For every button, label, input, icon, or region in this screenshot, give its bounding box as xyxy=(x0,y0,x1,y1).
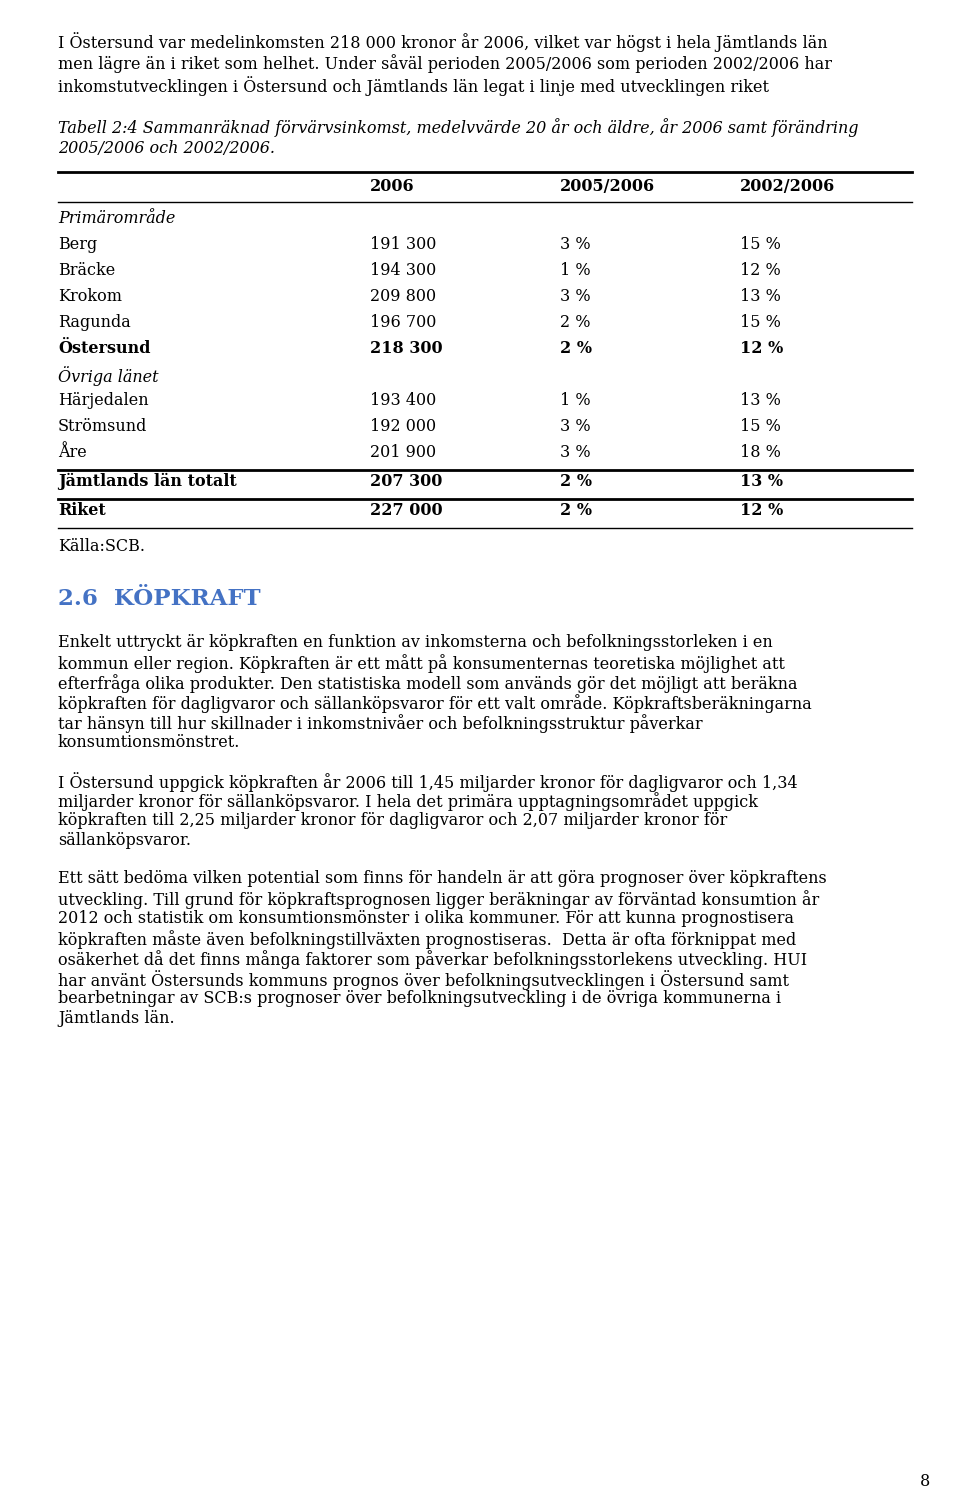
Text: I Östersund var medelinkomsten 218 000 kronor år 2006, vilket var högst i hela J: I Östersund var medelinkomsten 218 000 k… xyxy=(58,32,828,51)
Text: Tabell 2:4 Sammanräknad förvärvsinkomst, medelvvärde 20 år och äldre, år 2006 sa: Tabell 2:4 Sammanräknad förvärvsinkomst,… xyxy=(58,117,858,137)
Text: köpkraften för dagligvaror och sällanköpsvaror för ett valt område. Köpkraftsber: köpkraften för dagligvaror och sällanköp… xyxy=(58,694,812,713)
Text: kommun eller region. Köpkraften är ett mått på konsumenternas teoretiska möjligh: kommun eller region. Köpkraften är ett m… xyxy=(58,655,785,673)
Text: Åre: Åre xyxy=(58,444,86,461)
Text: 2 %: 2 % xyxy=(560,315,590,331)
Text: Källa:SCB.: Källa:SCB. xyxy=(58,537,145,555)
Text: 13 %: 13 % xyxy=(740,287,780,306)
Text: Jämtlands län.: Jämtlands län. xyxy=(58,1010,175,1026)
Text: efterfråga olika produkter. Den statistiska modell som används gör det möjligt a: efterfråga olika produkter. Den statisti… xyxy=(58,674,798,692)
Text: 13 %: 13 % xyxy=(740,391,780,409)
Text: Jämtlands län totalt: Jämtlands län totalt xyxy=(58,473,237,491)
Text: 15 %: 15 % xyxy=(740,315,780,331)
Text: 2005/2006: 2005/2006 xyxy=(560,178,655,196)
Text: 192 000: 192 000 xyxy=(370,418,436,435)
Text: 209 800: 209 800 xyxy=(370,287,436,306)
Text: inkomstutvecklingen i Östersund och Jämtlands län legat i linje med utvecklingen: inkomstutvecklingen i Östersund och Jämt… xyxy=(58,75,769,96)
Text: 1 %: 1 % xyxy=(560,262,590,278)
Text: 191 300: 191 300 xyxy=(370,236,437,253)
Text: 2012 och statistik om konsumtionsmönster i olika kommuner. För att kunna prognos: 2012 och statistik om konsumtionsmönster… xyxy=(58,911,794,927)
Text: 15 %: 15 % xyxy=(740,418,780,435)
Text: 2 %: 2 % xyxy=(560,340,592,357)
Text: 2 %: 2 % xyxy=(560,503,592,519)
Text: Krokom: Krokom xyxy=(58,287,122,306)
Text: 2002/2006: 2002/2006 xyxy=(740,178,835,196)
Text: 2.6  KÖPKRAFT: 2.6 KÖPKRAFT xyxy=(58,588,260,610)
Text: 3 %: 3 % xyxy=(560,287,590,306)
Text: 3 %: 3 % xyxy=(560,236,590,253)
Text: 12 %: 12 % xyxy=(740,340,783,357)
Text: 2005/2006 och 2002/2006.: 2005/2006 och 2002/2006. xyxy=(58,140,275,157)
Text: I Östersund uppgick köpkraften år 2006 till 1,45 miljarder kronor för dagligvaro: I Östersund uppgick köpkraften år 2006 t… xyxy=(58,772,798,792)
Text: 227 000: 227 000 xyxy=(370,503,443,519)
Text: 196 700: 196 700 xyxy=(370,315,437,331)
Text: Bräcke: Bräcke xyxy=(58,262,115,278)
Text: 207 300: 207 300 xyxy=(370,473,443,491)
Text: 218 300: 218 300 xyxy=(370,340,443,357)
Text: 12 %: 12 % xyxy=(740,503,783,519)
Text: Härjedalen: Härjedalen xyxy=(58,391,149,409)
Text: 13 %: 13 % xyxy=(740,473,783,491)
Text: 1 %: 1 % xyxy=(560,391,590,409)
Text: sällanköpsvaror.: sällanköpsvaror. xyxy=(58,832,191,849)
Text: 12 %: 12 % xyxy=(740,262,780,278)
Text: 194 300: 194 300 xyxy=(370,262,436,278)
Text: Övriga länet: Övriga länet xyxy=(58,366,158,385)
Text: 201 900: 201 900 xyxy=(370,444,436,461)
Text: Enkelt uttryckt är köpkraften en funktion av inkomsterna och befolkningsstorleke: Enkelt uttryckt är köpkraften en funktio… xyxy=(58,634,773,652)
Text: 3 %: 3 % xyxy=(560,444,590,461)
Text: osäkerhet då det finns många faktorer som påverkar befolkningsstorlekens utveckl: osäkerhet då det finns många faktorer so… xyxy=(58,950,807,969)
Text: 2 %: 2 % xyxy=(560,473,592,491)
Text: 18 %: 18 % xyxy=(740,444,780,461)
Text: 2006: 2006 xyxy=(370,178,415,196)
Text: Strömsund: Strömsund xyxy=(58,418,148,435)
Text: Ragunda: Ragunda xyxy=(58,315,131,331)
Text: Ett sätt bedöma vilken potential som finns för handeln är att göra prognoser öve: Ett sätt bedöma vilken potential som fin… xyxy=(58,870,827,886)
Text: köpkraften måste även befolkningstillväxten prognostiseras.  Detta är ofta förkn: köpkraften måste även befolkningstillväx… xyxy=(58,930,796,950)
Text: miljarder kronor för sällanköpsvaror. I hela det primära upptagningsområdet uppg: miljarder kronor för sällanköpsvaror. I … xyxy=(58,792,758,811)
Text: utveckling. Till grund för köpkraftsprognosen ligger beräkningar av förväntad ko: utveckling. Till grund för köpkraftsprog… xyxy=(58,889,819,909)
Text: Berg: Berg xyxy=(58,236,97,253)
Text: men lägre än i riket som helhet. Under såväl perioden 2005/2006 som perioden 200: men lägre än i riket som helhet. Under s… xyxy=(58,54,832,72)
Text: Primärområde: Primärområde xyxy=(58,211,176,227)
Text: tar hänsyn till hur skillnader i inkomstnivåer och befolkningsstruktur påverkar: tar hänsyn till hur skillnader i inkomst… xyxy=(58,713,703,733)
Text: 3 %: 3 % xyxy=(560,418,590,435)
Text: bearbetningar av SCB:s prognoser över befolkningsutveckling i de övriga kommuner: bearbetningar av SCB:s prognoser över be… xyxy=(58,990,781,1007)
Text: 8: 8 xyxy=(920,1473,930,1490)
Text: 15 %: 15 % xyxy=(740,236,780,253)
Text: konsumtionsmönstret.: konsumtionsmönstret. xyxy=(58,734,240,751)
Text: 193 400: 193 400 xyxy=(370,391,436,409)
Text: Riket: Riket xyxy=(58,503,106,519)
Text: har använt Östersunds kommuns prognos över befolkningsutvecklingen i Östersund s: har använt Östersunds kommuns prognos öv… xyxy=(58,971,789,990)
Text: Östersund: Östersund xyxy=(58,340,151,357)
Text: köpkraften till 2,25 miljarder kronor för dagligvaror och 2,07 miljarder kronor : köpkraften till 2,25 miljarder kronor fö… xyxy=(58,813,728,829)
